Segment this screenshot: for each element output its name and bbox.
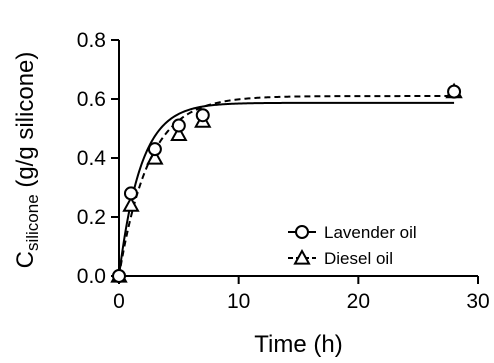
data-point-circle [195, 108, 210, 123]
data-point-circle [112, 269, 126, 283]
fit-curves [118, 95, 455, 277]
data-point-triangle [170, 125, 188, 141]
data-point-circle [123, 186, 138, 201]
x-tick-label: 20 [347, 290, 370, 313]
fit-line-circle [118, 101, 455, 277]
x-axis-title: Time (h) [254, 331, 342, 358]
y-axis-title-main: C [12, 251, 39, 268]
y-tick-label: 0.0 [77, 265, 106, 288]
data-point-circle [447, 84, 462, 99]
data-point-circle [171, 118, 186, 133]
legend-label: Diesel oil [324, 249, 393, 268]
y-tick-label: 0.2 [77, 206, 106, 229]
x-tick-label: 30 [466, 290, 489, 313]
y-tick-label: 0.6 [77, 88, 106, 111]
data-points [110, 82, 463, 283]
y-axis-title-sub: silicone [23, 194, 42, 251]
data-point-triangle [146, 148, 164, 165]
x-tick-label: 10 [227, 290, 250, 313]
y-ticks: 0.0 0.2 0.4 0.6 0.8 [77, 29, 119, 288]
fit-line-triangle [118, 95, 455, 277]
y-axis-title: Csilicone (g/g silicone) [12, 52, 42, 269]
legend-marker-circle [295, 225, 309, 239]
y-tick-label: 0.8 [77, 29, 106, 52]
legend: Lavender oil Diesel oil [288, 223, 417, 268]
legend-label: Lavender oil [324, 223, 417, 242]
axes [118, 40, 478, 277]
y-tick-label: 0.4 [77, 147, 107, 170]
x-tick-label: 0 [113, 290, 125, 313]
data-point-circle [147, 142, 162, 157]
legend-marker-triangle [293, 248, 311, 265]
data-point-triangle [122, 196, 140, 212]
y-axis-title-rest: (g/g silicone) [12, 52, 39, 195]
x-ticks: 0 10 20 30 [113, 276, 490, 313]
